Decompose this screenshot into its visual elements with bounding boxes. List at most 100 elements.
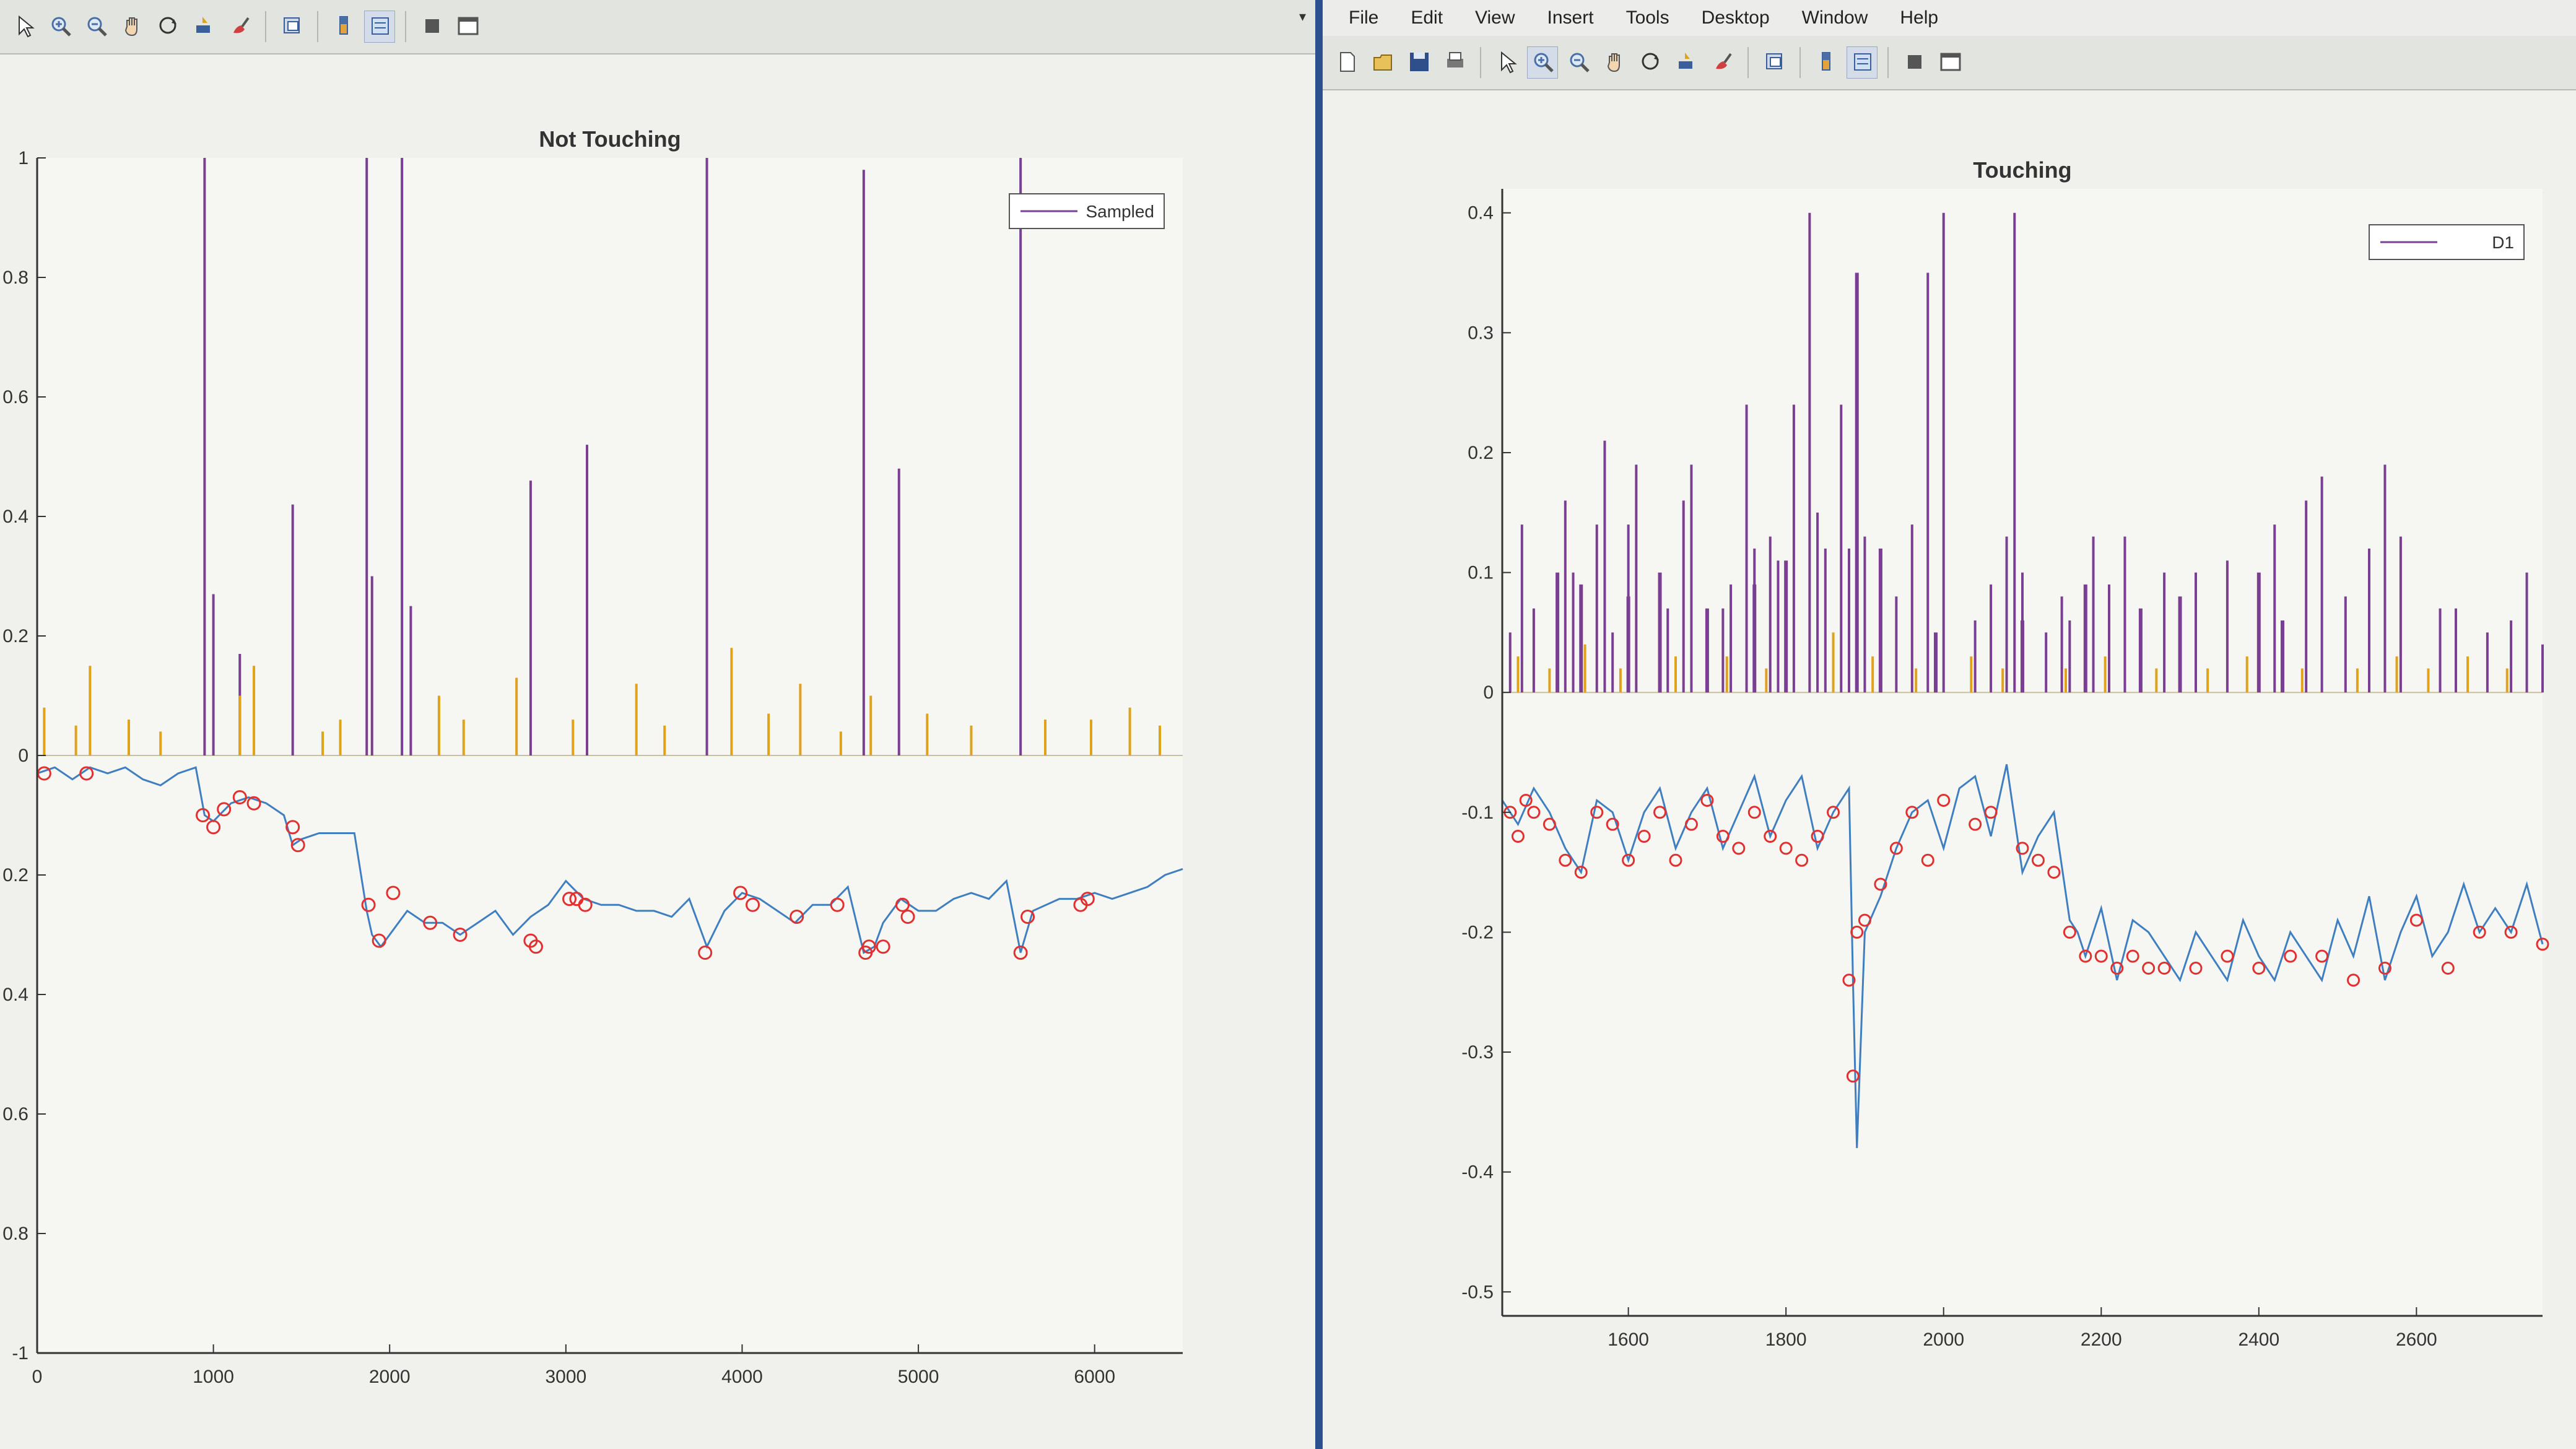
- data-point-marker: [1511, 830, 1525, 843]
- plot-touching: Touching 1600 1800 2000 2200 2400 2600 0.4 0.3 0.…: [1461, 157, 2549, 1350]
- open-file-icon: [1370, 49, 1395, 77]
- y-tick-label: 0.4: [2, 985, 28, 1005]
- y-tick-label: 0.6: [2, 387, 28, 407]
- series-1: [43, 648, 1161, 755]
- series-3: [37, 766, 1095, 960]
- zoom-out-button[interactable]: [1563, 46, 1594, 79]
- data-point-marker: [1732, 842, 1746, 855]
- data-point-marker: [1606, 817, 1619, 831]
- x-tick-label: 2200: [2081, 1329, 2122, 1350]
- y-tick-label: 0.3: [1468, 323, 1494, 343]
- legend-button[interactable]: [364, 11, 395, 43]
- colorbar-button[interactable]: [328, 11, 359, 43]
- menu-file[interactable]: File: [1349, 7, 1379, 28]
- data-point-marker: [746, 897, 760, 912]
- data-cursor-button[interactable]: [1671, 46, 1702, 79]
- data-point-marker: [2409, 913, 2423, 927]
- zoom-out-button[interactable]: [80, 11, 111, 43]
- brush-button[interactable]: [1707, 46, 1738, 79]
- menu-bar: File Edit View Insert Tools Desktop Window Help: [1323, 0, 2576, 36]
- data-point-marker: [1590, 806, 1604, 819]
- rotate-3d-icon: [155, 13, 180, 41]
- link-plot-button[interactable]: [1759, 46, 1790, 79]
- toolbar-separator: [1480, 47, 1481, 78]
- data-point-marker: [1653, 806, 1667, 819]
- figure-window-right: File Edit View Insert Tools Desktop Window Help…: [1323, 0, 2576, 1449]
- data-point-marker: [2157, 962, 2171, 975]
- legend-box: [1009, 193, 1165, 229]
- data-point-marker: [372, 933, 386, 948]
- y-tick-label: 0.4: [2, 507, 28, 527]
- hide-plot-tools-button[interactable]: [416, 11, 447, 43]
- zoom-in-button[interactable]: [45, 11, 76, 43]
- save-button[interactable]: [1403, 46, 1434, 79]
- y-tick-label: -0.4: [1461, 1162, 1494, 1183]
- show-plot-tools-button[interactable]: [1934, 46, 1965, 79]
- toolbar-separator: [405, 11, 406, 42]
- rotate-3d-button[interactable]: [1635, 46, 1666, 79]
- data-point-marker: [1684, 817, 1698, 831]
- hide-plot-tools-icon: [1902, 49, 1926, 77]
- data-point-marker: [562, 892, 577, 907]
- zoom-in-button[interactable]: [1527, 46, 1558, 79]
- toolbar-separator: [1887, 47, 1889, 78]
- data-point-marker: [2473, 925, 2486, 939]
- menu-desktop[interactable]: Desktop: [1701, 7, 1770, 28]
- data-point-marker: [895, 897, 910, 912]
- zoom-out-icon: [1566, 49, 1591, 77]
- data-point-marker: [733, 886, 748, 900]
- y-tick-label: -0.2: [1461, 922, 1494, 942]
- pan-hand-button[interactable]: [116, 11, 147, 43]
- toolbar-overflow-icon[interactable]: ▾: [1299, 9, 1307, 24]
- data-point-marker: [1747, 806, 1761, 819]
- hide-plot-tools-button[interactable]: [1899, 46, 1930, 79]
- pointer-button[interactable]: [1491, 46, 1522, 79]
- open-file-button[interactable]: [1367, 46, 1398, 79]
- toolbar-separator: [265, 11, 266, 42]
- plot-not-touching: Not Touching 0 1000 2000 3000 4000 5000 6000 1 0.…: [2, 126, 1183, 1387]
- data-point-marker: [2536, 938, 2549, 951]
- data-point-marker: [2016, 842, 2029, 855]
- brush-button[interactable]: [224, 11, 255, 43]
- new-figure-button[interactable]: [1331, 46, 1362, 79]
- data-point-marker: [528, 939, 543, 954]
- rotate-3d-button[interactable]: [152, 11, 183, 43]
- zoom-out-icon: [84, 13, 108, 41]
- menu-insert[interactable]: Insert: [1547, 7, 1594, 28]
- y-tick-label: 0.8: [2, 268, 28, 288]
- data-point-marker: [2252, 962, 2266, 975]
- menu-tools[interactable]: Tools: [1625, 7, 1669, 28]
- link-plot-button[interactable]: [276, 11, 307, 43]
- print-button[interactable]: [1439, 46, 1470, 79]
- data-point-marker: [386, 886, 401, 900]
- axes-background: [1502, 189, 2543, 1316]
- series-line: [1501, 764, 2544, 1148]
- menu-window[interactable]: Window: [1801, 7, 1868, 28]
- menu-view[interactable]: View: [1475, 7, 1515, 28]
- x-tick-label: 0: [32, 1367, 43, 1387]
- legend[interactable]: D1: [2369, 224, 2525, 260]
- show-plot-tools-button[interactable]: [452, 11, 483, 43]
- data-point-marker: [217, 802, 232, 817]
- data-cursor-button[interactable]: [188, 11, 219, 43]
- menu-edit[interactable]: Edit: [1411, 7, 1443, 28]
- data-point-marker: [285, 820, 300, 835]
- link-plot-icon: [1762, 49, 1786, 77]
- show-plot-tools-icon: [455, 13, 480, 41]
- toolbar-separator: [1747, 47, 1749, 78]
- pointer-button[interactable]: [9, 11, 40, 43]
- pan-hand-button[interactable]: [1599, 46, 1630, 79]
- y-tick-label: -0.1: [1461, 803, 1494, 823]
- y-tick-label: 0: [1483, 682, 1494, 703]
- data-point-marker: [2504, 925, 2518, 939]
- data-point-marker: [1921, 853, 1934, 867]
- legend-label: D1: [2492, 233, 2514, 252]
- data-cursor-icon: [191, 13, 216, 41]
- menu-help[interactable]: Help: [1900, 7, 1939, 28]
- legend-icon: [1850, 49, 1874, 77]
- legend[interactable]: Sampled: [1009, 193, 1165, 229]
- colorbar-button[interactable]: [1811, 46, 1842, 79]
- data-point-marker: [1637, 830, 1651, 843]
- data-point-marker: [1574, 866, 1588, 879]
- legend-button[interactable]: [1847, 46, 1878, 79]
